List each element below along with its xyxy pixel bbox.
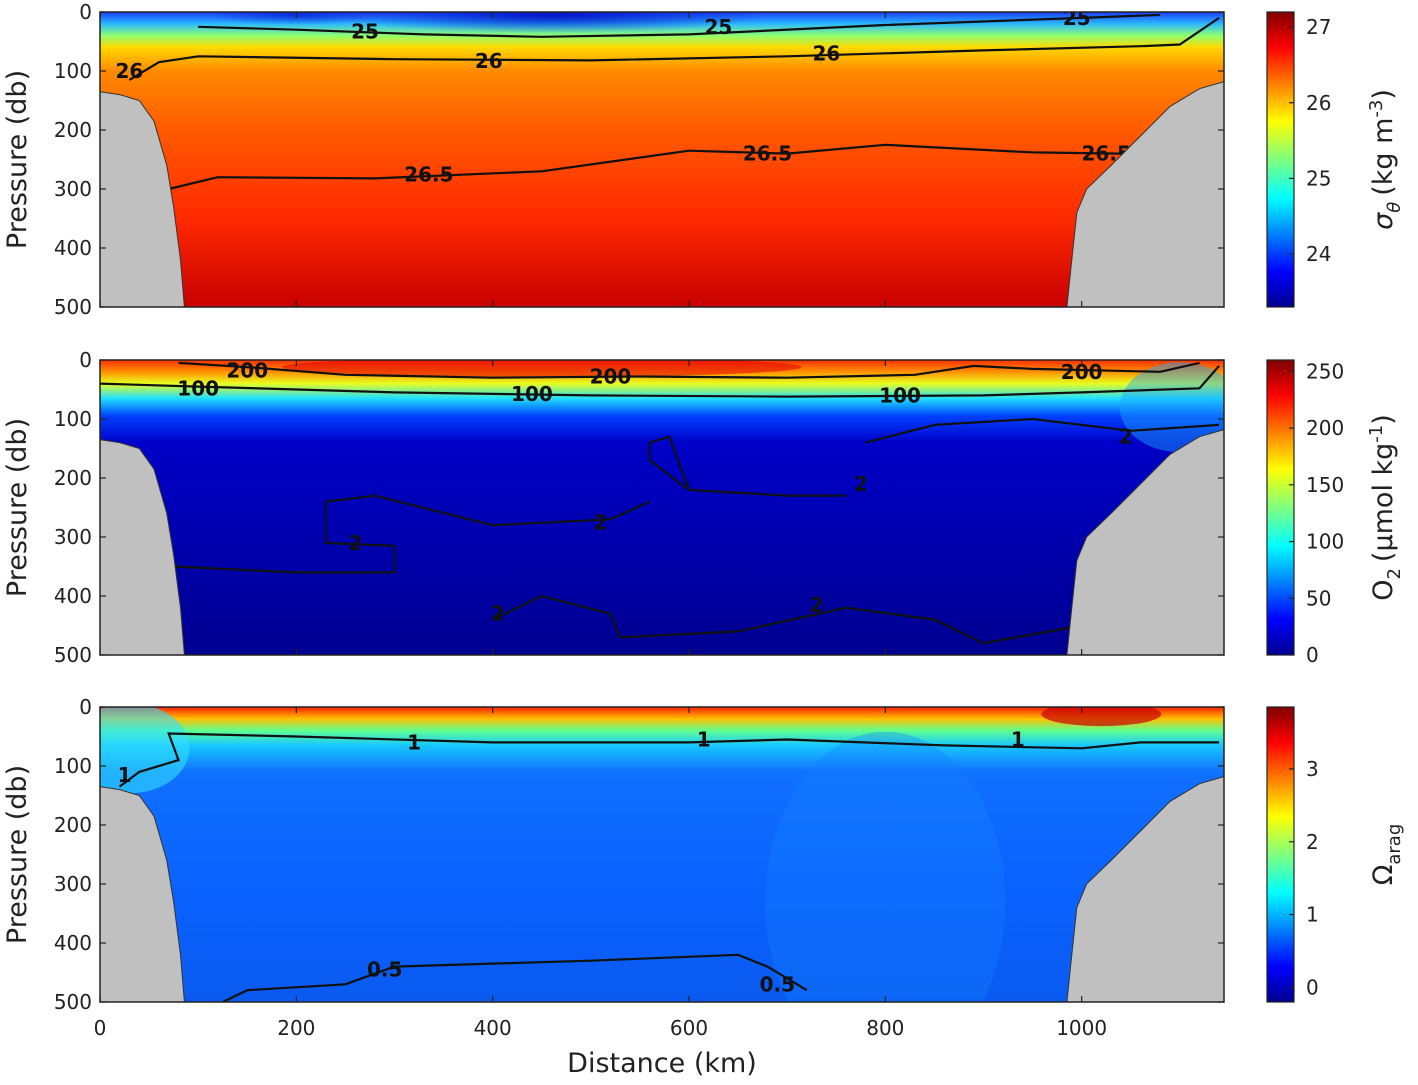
panel-1-surface-features: [206, 12, 772, 33]
colorbar-label: Ωarag: [1368, 824, 1405, 886]
contour-label: 100: [511, 382, 553, 406]
colorbar-tick-label: 26: [1306, 91, 1331, 115]
contour-label: 25: [1063, 6, 1091, 30]
panel-frame: [99, 359, 1225, 656]
panel-1-field: [100, 12, 1224, 307]
x-tick-label: 800: [866, 1016, 904, 1040]
contour-label: 26: [813, 41, 841, 65]
contour-label: 25: [705, 15, 733, 39]
y-tick-label: 500: [54, 990, 92, 1014]
y-tick-label: 400: [54, 236, 92, 260]
panel-frame: [99, 706, 1225, 1003]
contour-label: 200: [590, 365, 632, 389]
contour-label: 100: [177, 376, 219, 400]
colorbar-tick-label: 0: [1306, 975, 1319, 999]
y-tick-label: 200: [54, 813, 92, 837]
y-tick-label: 300: [54, 177, 92, 201]
contour-label: 2: [348, 531, 362, 555]
colorbar-tick-label: 25: [1306, 166, 1331, 190]
contour-label: 25: [351, 19, 379, 43]
contour-label: 2: [491, 602, 505, 626]
contour-label: 26: [475, 49, 503, 73]
y-tick-label: 0: [79, 348, 92, 372]
y-tick-label: 500: [54, 295, 92, 319]
x-axis-label: Distance (km): [567, 1048, 757, 1079]
y-tick-label: 300: [54, 872, 92, 896]
contour-label: 2: [810, 593, 824, 617]
contour-label: 1: [697, 727, 711, 751]
y-tick-label: 0: [79, 695, 92, 719]
contour-label: 0.5: [367, 958, 402, 982]
colorbar-tick-label: 50: [1306, 586, 1331, 610]
y-tick-label: 100: [54, 754, 92, 778]
y-axis-label: Pressure (db): [2, 765, 33, 944]
colorbar-label: σθ(kg m-3): [1366, 89, 1405, 230]
y-tick-label: 300: [54, 525, 92, 549]
contour-100-line: [100, 365, 1220, 398]
x-tick-label: 1000: [1056, 1016, 1107, 1040]
colorbar-tick-label: 100: [1306, 530, 1344, 554]
colorbar-tick-label: 250: [1306, 359, 1344, 383]
panel-2-field: [100, 360, 1224, 655]
y-axis-label: Pressure (db): [2, 70, 33, 249]
colorbar-1: [1266, 11, 1295, 308]
colorbar-tick-label: 1: [1306, 903, 1319, 927]
contour-label: 1: [407, 730, 421, 754]
contour-2-line: [173, 494, 651, 574]
colorbar-3: [1266, 706, 1295, 1003]
colorbar-tick-label: 0: [1306, 643, 1319, 667]
y-tick-label: 100: [54, 407, 92, 431]
contour-label: 26.5: [743, 142, 792, 166]
contour-label: 0.5: [760, 972, 795, 996]
x-tick-label: 200: [277, 1016, 315, 1040]
colorbar-2: [1266, 359, 1295, 656]
contour-label: 2: [594, 510, 608, 534]
panel-frame: [99, 11, 1225, 308]
colorbar-tick-label: 200: [1306, 416, 1344, 440]
contour-label: 200: [1061, 360, 1103, 384]
colorbar-tick-label: 24: [1306, 242, 1331, 266]
contour-0_5-line: [222, 953, 808, 1002]
x-tick-label: 600: [670, 1016, 708, 1040]
contour-26-line: [128, 16, 1220, 81]
y-axis-label: Pressure (db): [2, 418, 33, 597]
contour-2-line: [648, 435, 847, 497]
colorbar-tick-label: 2: [1306, 830, 1319, 854]
panel-3-field: [100, 707, 1224, 1002]
contour-label: 200: [226, 359, 268, 383]
contour-26_5-line: [168, 143, 1180, 191]
contour-label: 1: [1011, 727, 1025, 751]
colorbar-tick-label: 3: [1306, 757, 1319, 781]
contour-label: 26: [116, 59, 144, 83]
colorbar-tick-label: 27: [1306, 15, 1331, 39]
y-tick-label: 200: [54, 118, 92, 142]
y-tick-label: 400: [54, 931, 92, 955]
contour-label: 2: [854, 472, 868, 496]
colorbar-tick-label: 150: [1306, 473, 1344, 497]
contour-2-line: [492, 594, 1082, 645]
y-tick-label: 200: [54, 466, 92, 490]
y-tick-label: 0: [79, 0, 92, 24]
contour-label: 1: [118, 763, 132, 787]
x-tick-label: 0: [94, 1016, 107, 1040]
y-tick-label: 100: [54, 59, 92, 83]
contour-label: 26.5: [404, 162, 453, 186]
contour-200-line: [178, 361, 1200, 379]
x-tick-label: 400: [474, 1016, 512, 1040]
contour-25-line: [198, 13, 1161, 38]
panel-3-surface-features: [100, 707, 1162, 1002]
y-tick-label: 500: [54, 643, 92, 667]
contour-2-line: [865, 417, 1220, 444]
contour-label: 100: [879, 383, 921, 407]
colorbar-label: O2(μmol kg-1): [1366, 414, 1405, 601]
contour-label: 2: [1119, 425, 1133, 449]
y-tick-label: 400: [54, 584, 92, 608]
contour-1-line: [118, 732, 1220, 788]
